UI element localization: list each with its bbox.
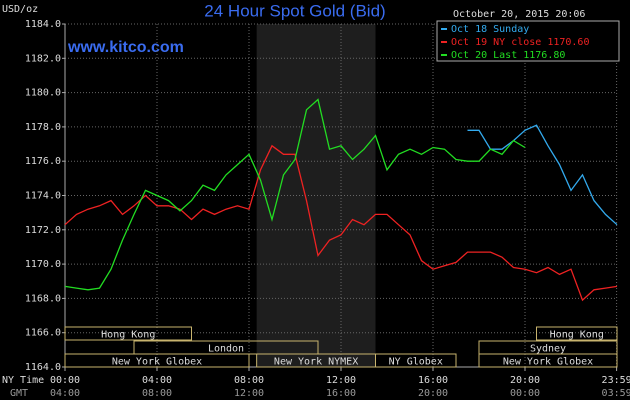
session-box xyxy=(64,353,250,368)
x-tick-label: 08:00 xyxy=(234,375,264,386)
chart-title: 24 Hour Spot Gold (Bid) xyxy=(204,1,385,20)
session-label: New York Globex xyxy=(112,357,202,368)
y-tick-label: 1180.0 xyxy=(25,88,61,99)
session-label: NY Globex xyxy=(389,357,443,368)
x-tick-label: 12:00 xyxy=(326,375,356,386)
x-tick-label: 00:00 xyxy=(50,375,80,386)
session-box xyxy=(375,353,457,368)
legend-box xyxy=(436,20,620,62)
x2-tick-label: 16:00 xyxy=(326,388,356,399)
y-tick-label: 1166.0 xyxy=(25,328,61,339)
legend-entry: Oct 20 Last 1176.80 xyxy=(451,50,565,61)
x-tick-label: 20:00 xyxy=(510,375,540,386)
y-tick-label: 1164.0 xyxy=(25,362,61,373)
y-tick-label: 1182.0 xyxy=(25,53,61,64)
y-tick-label: 1184.0 xyxy=(25,19,61,30)
session-label: Hong Kong xyxy=(550,330,604,341)
x-tick-label: 04:00 xyxy=(142,375,172,386)
site-label: www.kitco.com xyxy=(67,39,184,56)
series-line xyxy=(64,98,526,291)
x2-tick-label: 04:00 xyxy=(50,388,80,399)
x-tick-label: 23:59 xyxy=(602,375,630,386)
shaded-range xyxy=(256,24,376,367)
x-axis-label: GMT xyxy=(10,388,28,399)
y-tick-label: 1176.0 xyxy=(25,156,61,167)
x2-tick-label: 03:59 xyxy=(602,388,630,399)
series-line xyxy=(64,144,618,302)
session-label: Hong Kong xyxy=(101,330,155,341)
legend-entry: Oct 19 NY close 1170.60 xyxy=(451,37,589,48)
session-label: New York Globex xyxy=(503,357,593,368)
x2-tick-label: 08:00 xyxy=(142,388,172,399)
y-tick-label: 1168.0 xyxy=(25,293,61,304)
series-line xyxy=(467,124,618,226)
legend-entry: Oct 18 Sunday xyxy=(451,24,529,35)
y-tick-label: 1178.0 xyxy=(25,122,61,133)
x-tick-label: 16:00 xyxy=(418,375,448,386)
x2-tick-label: 20:00 xyxy=(418,388,448,399)
session-box xyxy=(478,353,618,368)
x-axis-label: NY Time xyxy=(2,375,44,386)
timestamp: October 20, 2015 20:06 xyxy=(453,9,585,20)
session-box xyxy=(536,326,618,341)
x2-tick-label: 00:00 xyxy=(510,388,540,399)
session-box xyxy=(64,326,192,341)
x2-tick-label: 12:00 xyxy=(234,388,264,399)
y-tick-label: 1172.0 xyxy=(25,225,61,236)
unit-label: USD/oz xyxy=(2,4,38,15)
session-label: Sydney xyxy=(530,344,566,355)
session-label: New York NYMEX xyxy=(274,357,358,368)
y-tick-label: 1174.0 xyxy=(25,191,61,202)
session-label: London xyxy=(208,344,244,355)
y-tick-label: 1170.0 xyxy=(25,259,61,270)
